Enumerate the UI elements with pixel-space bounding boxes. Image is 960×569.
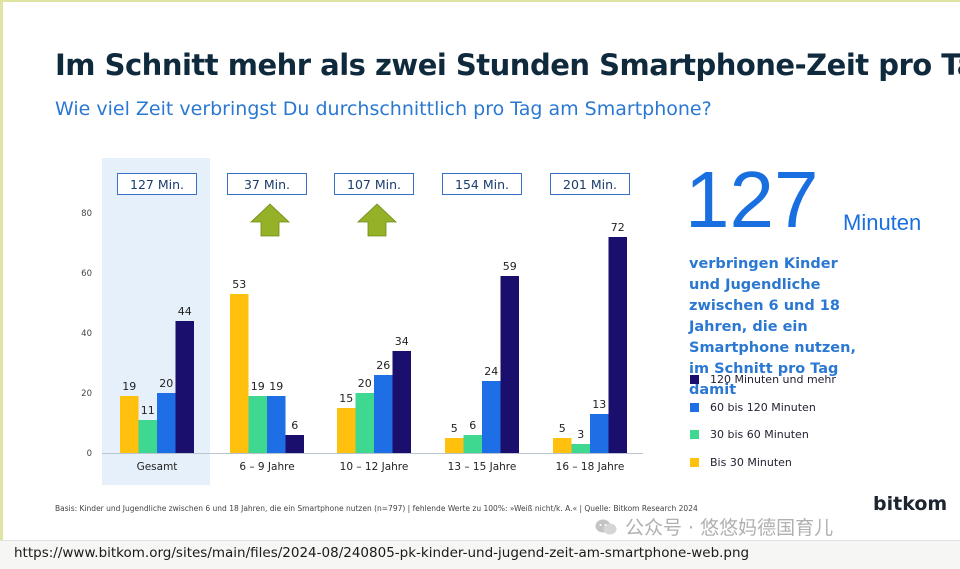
watermark: 公众号 · 悠悠妈德国育儿 — [595, 513, 833, 540]
legend-item: 60 bis 120 Minuten — [690, 394, 836, 422]
total-box-16-18: 201 Min. — [550, 173, 630, 195]
legend-item: 120 Minuten und mehr — [690, 366, 836, 394]
data-label: 20 — [159, 377, 173, 390]
bar — [590, 414, 609, 453]
category-label: 10 – 12 Jahre — [340, 461, 409, 473]
data-label: 19 — [269, 380, 283, 393]
chart-title: Im Schnitt mehr als zwei Stunden Smartph… — [55, 48, 960, 82]
left-rule — [0, 0, 3, 540]
y-tick-label: 80 — [81, 209, 92, 219]
highlight-text: verbringen Kinder und Jugendliche zwisch… — [689, 256, 856, 398]
data-label: 53 — [232, 278, 246, 291]
data-label: 44 — [178, 305, 192, 318]
data-label: 24 — [484, 365, 498, 378]
url-bar: https://www.bitkom.org/sites/main/files/… — [0, 540, 960, 569]
bar — [337, 408, 356, 453]
bar — [463, 435, 482, 453]
data-label: 19 — [122, 380, 136, 393]
source-footnote: Basis: Kinder und Jugendliche zwischen 6… — [55, 504, 698, 513]
bar — [482, 381, 501, 453]
legend-swatch-30bis60 — [690, 430, 699, 440]
bar — [608, 237, 627, 453]
data-label: 13 — [592, 398, 606, 411]
bar — [445, 438, 464, 453]
top-rule — [0, 0, 960, 2]
bar — [392, 351, 411, 453]
y-tick-label: 40 — [81, 329, 92, 339]
bar — [248, 396, 267, 453]
bar — [157, 393, 176, 453]
bar-chart: 0 20 40 60 80 19 53 15 5 5 11 19 20 6 3 20 19 26 24 13 44 6 34… — [81, 158, 643, 485]
chart-subtitle: Wie viel Zeit verbringst Du durchschnitt… — [55, 98, 712, 120]
legend-label: 120 Minuten und mehr — [710, 373, 836, 387]
legend-item: 30 bis 60 Minuten — [690, 421, 836, 449]
legend-swatch-120plus — [690, 375, 699, 385]
legend-label: Bis 30 Minuten — [710, 455, 792, 469]
bar — [553, 438, 572, 453]
total-box-13-15: 154 Min. — [442, 173, 522, 195]
bar — [267, 396, 286, 453]
bar — [285, 435, 304, 453]
bitkom-logo: bitkom — [873, 493, 948, 515]
bar — [355, 393, 374, 453]
category-label: 16 – 18 Jahre — [556, 461, 625, 473]
data-label: 19 — [251, 380, 265, 393]
watermark-text: 公众号 · 悠悠妈德国育儿 — [625, 517, 834, 539]
bar — [500, 276, 519, 453]
data-label: 6 — [291, 419, 298, 432]
total-box-6-9: 37 Min. — [227, 173, 307, 195]
legend-item: Bis 30 Minuten — [690, 449, 836, 477]
category-label: 6 – 9 Jahre — [239, 461, 294, 473]
up-arrow-icon — [356, 203, 398, 237]
data-label: 20 — [358, 377, 372, 390]
up-arrow-icon — [249, 203, 291, 237]
data-label: 59 — [503, 260, 517, 273]
data-label: 34 — [395, 335, 409, 348]
legend-swatch-60bis120 — [690, 402, 699, 412]
wechat-icon — [595, 519, 617, 534]
data-label: 5 — [559, 422, 566, 435]
bar — [230, 294, 249, 453]
total-box-10-12: 107 Min. — [334, 173, 414, 195]
legend-label: 60 bis 120 Minuten — [710, 400, 816, 414]
chart-legend: 120 Minuten und mehr 60 bis 120 Minuten … — [690, 366, 836, 476]
data-label: 72 — [611, 221, 625, 234]
data-label: 3 — [577, 428, 584, 441]
data-label: 11 — [141, 404, 155, 417]
bar — [175, 321, 194, 453]
category-label: Gesamt — [137, 461, 178, 473]
total-box-gesamt: 127 Min. — [117, 173, 197, 195]
highlight-number: 127 — [685, 155, 819, 244]
category-label: 13 – 15 Jahre — [448, 461, 517, 473]
data-label: 15 — [339, 392, 353, 405]
legend-swatch-bis30 — [690, 457, 699, 467]
highlight-unit: Minuten — [843, 210, 922, 235]
y-tick-label: 60 — [81, 269, 92, 279]
source-url[interactable]: https://www.bitkom.org/sites/main/files/… — [14, 545, 750, 561]
bar — [120, 396, 139, 453]
data-label: 26 — [376, 359, 390, 372]
data-label: 6 — [469, 419, 476, 432]
legend-label: 30 bis 60 Minuten — [710, 428, 809, 442]
y-tick-label: 0 — [87, 449, 92, 459]
bar — [138, 420, 157, 453]
y-tick-label: 20 — [81, 389, 92, 399]
bar — [571, 444, 590, 453]
data-label: 5 — [451, 422, 458, 435]
bar — [374, 375, 393, 453]
